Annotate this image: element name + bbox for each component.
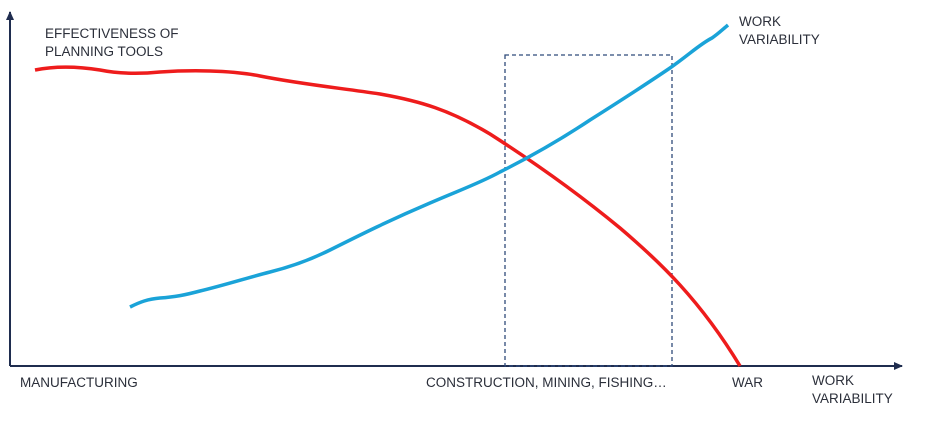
highlight-box xyxy=(504,54,673,367)
effectiveness-curve xyxy=(34,65,742,367)
x-axis-title: WORK xyxy=(812,373,854,388)
x-category: MANUFACTURING xyxy=(20,375,138,390)
effectiveness-label: EFFECTIVENESS OF xyxy=(45,26,179,41)
work-variability-curve xyxy=(129,23,730,309)
effectiveness-label: PLANNING TOOLS xyxy=(45,44,163,59)
curve-label: VARIABILITY xyxy=(739,32,820,47)
x-category: CONSTRUCTION, MINING, FISHING… xyxy=(426,375,667,390)
x-axis-title: VARIABILITY xyxy=(812,391,893,406)
curve-label: WORK xyxy=(739,14,781,29)
x-category: WAR xyxy=(732,375,763,390)
